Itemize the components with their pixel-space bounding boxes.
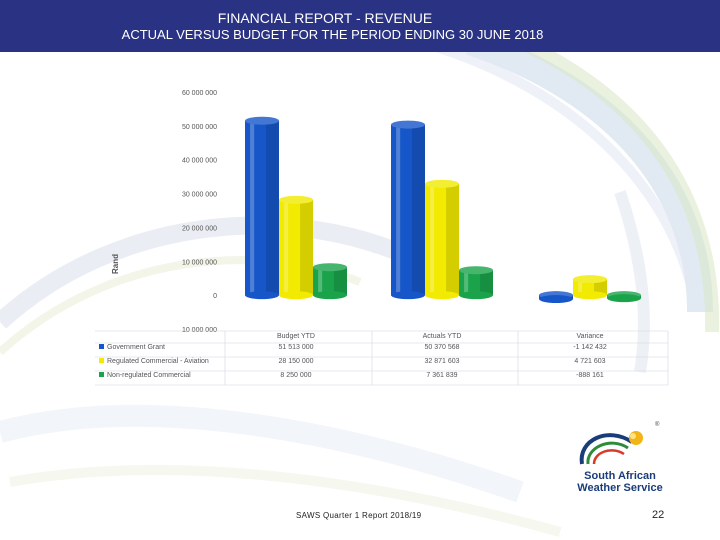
bars-group xyxy=(245,116,641,304)
bar-government-grant-budget-ytd xyxy=(245,116,279,300)
bar-regulated-commercial-aviation-variance xyxy=(573,275,607,300)
background-swoosh-graphic xyxy=(0,52,720,537)
footer-report-label: SAWS Quarter 1 Report 2018/19 xyxy=(296,511,422,520)
legend-swatch xyxy=(99,372,104,377)
y-tick-label: 10 000 000 xyxy=(182,259,217,266)
page-number: 22 xyxy=(652,509,665,521)
table-cell-value: 50 370 568 xyxy=(424,344,459,351)
header-bar: FINANCIAL REPORT - REVENUE ACTUAL VERSUS… xyxy=(0,0,720,52)
bar-regulated-commercial-aviation-actuals-ytd xyxy=(425,179,459,300)
y-tick-label: 20 000 000 xyxy=(182,225,217,232)
table-cell-value: -888 161 xyxy=(576,372,604,379)
table-cell-value: 28 150 000 xyxy=(278,358,313,365)
bar-regulated-commercial-aviation-budget-ytd xyxy=(279,195,313,300)
legend-swatch xyxy=(99,344,104,349)
report-subtitle: ACTUAL VERSUS BUDGET FOR THE PERIOD ENDI… xyxy=(121,27,544,42)
table-cell-value: 32 871 603 xyxy=(424,358,459,365)
legend-entry: Regulated Commercial - Aviation xyxy=(107,358,209,365)
y-axis-ticks: 60 000 000 50 000 000 40 000 000 30 000 000… xyxy=(182,90,217,334)
table-cell-value: -1 142 432 xyxy=(573,344,607,351)
bar-non-regulated-commercial-budget-ytd xyxy=(313,263,347,300)
y-tick-label: 0 xyxy=(213,293,217,300)
legend-entry: Non-regulated Commercial xyxy=(107,372,191,379)
bar-non-regulated-commercial-actuals-ytd xyxy=(459,266,493,300)
y-tick-label: 30 000 000 xyxy=(182,192,217,199)
legend-entry: Government Grant xyxy=(107,344,165,351)
y-tick-label: 50 000 000 xyxy=(182,124,217,131)
y-tick-label: 60 000 000 xyxy=(182,90,217,97)
report-title: FINANCIAL REPORT - REVENUE xyxy=(217,10,433,26)
logo-text-line2: Weather Service xyxy=(577,482,663,494)
legend-swatch xyxy=(99,358,104,363)
table-cell-value: 51 513 000 xyxy=(278,344,313,351)
logo-text-line1: South African xyxy=(584,470,656,482)
saws-logo-mark: ® xyxy=(579,421,660,465)
table-column-header: Budget YTD xyxy=(277,333,315,340)
bar-government-grant-actuals-ytd xyxy=(391,120,425,300)
y-tick-label: 10 000 000 xyxy=(182,327,217,334)
y-axis-label: Rand xyxy=(111,254,120,274)
table-cell-value: 4 721 603 xyxy=(574,358,605,365)
table-cell-value: 8 250 000 xyxy=(280,372,311,379)
table-cell-value: 7 361 839 xyxy=(426,372,457,379)
table-column-header: Variance xyxy=(576,333,603,340)
y-tick-label: 40 000 000 xyxy=(182,158,217,165)
revenue-bar-chart: 60 000 000 50 000 000 40 000 000 30 000 000… xyxy=(111,90,641,334)
saws-logo: ® South African Weather Service xyxy=(560,420,680,500)
table-column-header: Actuals YTD xyxy=(423,333,462,340)
bar-non-regulated-commercial-variance xyxy=(607,291,641,303)
data-table: Budget YTD Actuals YTD Variance Government … xyxy=(95,330,669,386)
registered-mark-icon: ® xyxy=(655,421,660,428)
bar-government-grant-variance xyxy=(539,291,573,304)
